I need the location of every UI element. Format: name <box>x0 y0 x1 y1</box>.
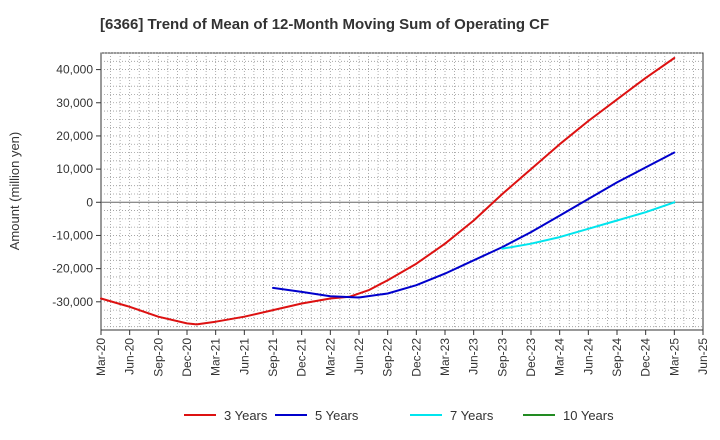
y-axis-label: Amount (million yen) <box>7 132 22 251</box>
x-tick-label: Sep-22 <box>381 338 395 377</box>
x-tick-label: Jun-24 <box>581 338 595 375</box>
x-tick-label: Mar-20 <box>94 338 108 376</box>
x-tick-label: Jun-20 <box>123 338 137 375</box>
x-tick-label: Mar-24 <box>553 338 567 376</box>
x-tick-label: Jun-23 <box>467 338 481 375</box>
x-tick-label: Dec-24 <box>639 338 653 377</box>
series-line-7-years <box>501 201 676 250</box>
x-tick-label: Sep-21 <box>266 338 280 377</box>
legend-label-5-years: 5 Years <box>315 408 359 423</box>
y-tick-label: -20,000 <box>52 262 93 276</box>
x-tick-label: Mar-22 <box>323 338 337 376</box>
x-tick-label: Jun-25 <box>696 338 710 375</box>
y-axis-ticks: -30,000 -20,000 -10,000 0 10,000 20,000 30,000… <box>52 63 101 309</box>
series-group <box>100 57 676 326</box>
legend: 3 Years 5 Years 7 Years 10 Years <box>184 408 614 423</box>
x-tick-label: Dec-21 <box>295 338 309 377</box>
x-tick-label: Dec-23 <box>524 338 538 377</box>
x-axis-ticks: Mar-20 Jun-20 Sep-20 Dec-20 Mar-21 Jun-21 Sep-… <box>94 330 710 377</box>
y-tick-label: 10,000 <box>56 162 93 176</box>
x-tick-label: Mar-21 <box>209 338 223 376</box>
chart-title: [6366] Trend of Mean of 12-Month Moving … <box>100 16 549 33</box>
series-line-3-years <box>100 57 676 326</box>
y-tick-label: -10,000 <box>52 228 93 242</box>
x-tick-label: Dec-20 <box>180 338 194 377</box>
x-tick-label: Jun-21 <box>237 338 251 375</box>
y-tick-label: 30,000 <box>56 96 93 110</box>
legend-label-7-years: 7 Years <box>450 408 494 423</box>
y-tick-label: 0 <box>86 195 93 209</box>
x-tick-label: Mar-23 <box>438 338 452 376</box>
y-tick-label: -30,000 <box>52 295 93 309</box>
x-tick-label: Jun-22 <box>352 338 366 375</box>
legend-label-3-years: 3 Years <box>224 408 268 423</box>
grid-lines <box>101 52 703 330</box>
series-line-5-years <box>272 151 676 299</box>
x-tick-label: Sep-24 <box>610 338 624 377</box>
legend-label-10-years: 10 Years <box>563 408 614 423</box>
y-tick-label: 40,000 <box>56 63 93 77</box>
x-tick-label: Dec-22 <box>409 338 423 377</box>
x-tick-label: Sep-23 <box>495 338 509 377</box>
y-tick-label: 20,000 <box>56 129 93 143</box>
x-tick-label: Sep-20 <box>151 338 165 377</box>
x-tick-label: Mar-25 <box>667 338 681 376</box>
